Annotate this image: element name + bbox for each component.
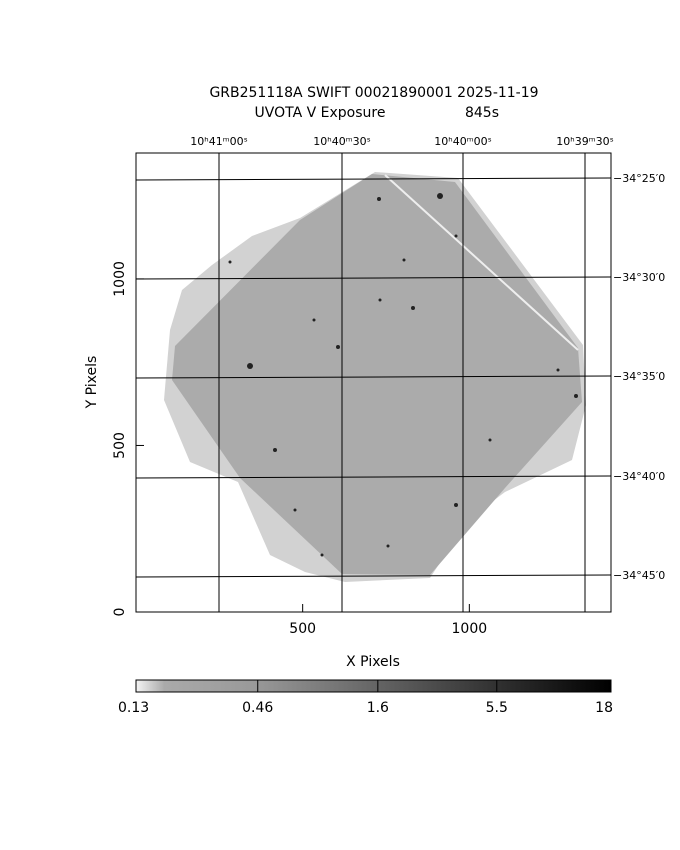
dec-label: −34°40′0	[613, 470, 665, 483]
exposure: 845s	[465, 105, 499, 121]
ra-label: 10ʰ40ᵐ00ˢ	[434, 135, 491, 148]
y-tick-label: 0	[112, 608, 128, 617]
y-tick-label: 1000	[112, 261, 128, 297]
x-tick-label: 1000	[452, 621, 488, 637]
subtitle: UVOTA V Exposure	[255, 105, 386, 121]
colorbar-tick-label: 1.6	[367, 700, 389, 716]
dec-label: −34°25′0	[613, 172, 665, 185]
dec-label: −34°45′0	[613, 569, 665, 582]
colorbar-tick-label: 5.5	[486, 700, 508, 716]
dec-label: −34°35′0	[613, 370, 665, 383]
y-axis-label: Y Pixels	[84, 356, 100, 410]
y-tick-label: 500	[112, 432, 128, 459]
ra-label: 10ʰ41ᵐ00ˢ	[190, 135, 247, 148]
ra-label: 10ʰ39ᵐ30ˢ	[556, 135, 613, 148]
plot-frame	[135, 152, 612, 613]
x-tick-label: 500	[289, 621, 316, 637]
x-axis-label: X Pixels	[346, 654, 400, 670]
colorbar-tick-label: 0.13	[118, 700, 149, 716]
colorbar	[135, 679, 612, 693]
dec-label: −34°30′0	[613, 271, 665, 284]
title: GRB251118A SWIFT 00021890001 2025-11-19	[209, 85, 538, 101]
colorbar-tick-label: 0.46	[242, 700, 273, 716]
wcs-grid	[135, 153, 612, 612]
ra-label: 10ʰ40ᵐ30ˢ	[313, 135, 370, 148]
colorbar-tick-label: 18	[595, 700, 613, 716]
